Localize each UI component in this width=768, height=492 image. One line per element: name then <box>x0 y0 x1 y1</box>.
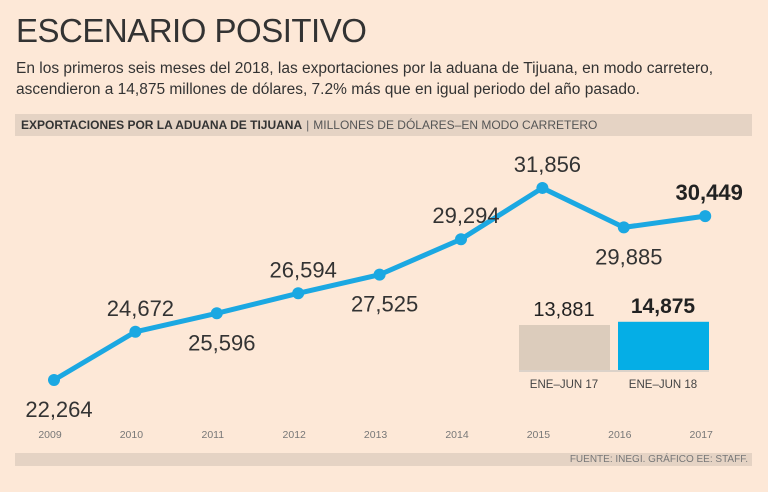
bar-value-label: 14,875 <box>631 295 696 318</box>
data-label: 30,449 <box>676 180 743 205</box>
data-point <box>210 307 223 320</box>
data-point <box>699 210 712 223</box>
x-tick-label: 2016 <box>608 429 632 441</box>
x-tick-label: 2017 <box>690 429 714 441</box>
chart-header: EXPORTACIONES POR LA ADUANA DE TIJUANA | M… <box>15 114 752 136</box>
bar <box>618 321 709 370</box>
data-label: 29,294 <box>432 203 499 228</box>
data-label: 26,594 <box>270 257 337 282</box>
subtitle: En los primeros seis meses del 2018, las… <box>16 60 714 98</box>
x-tick-label: 2014 <box>445 429 469 441</box>
data-label: 24,672 <box>107 296 174 321</box>
x-tick-label: 2015 <box>527 429 551 441</box>
data-point <box>48 373 60 386</box>
data-label: 25,596 <box>188 330 255 355</box>
chart-title: EXPORTACIONES POR LA ADUANA DE TIJUANA <box>21 118 303 132</box>
chart-units: MILLONES DE DÓLARES–EN MODO CARRETERO <box>313 118 598 132</box>
data-point <box>373 268 386 281</box>
x-tick-label: 2011 <box>202 429 225 441</box>
data-label: 31,856 <box>514 152 581 177</box>
x-tick-label: 2009 <box>38 429 62 441</box>
data-label: 22,264 <box>25 397 92 422</box>
data-point <box>536 181 549 194</box>
bar-value-label: 13,881 <box>533 299 594 321</box>
x-tick-label: 2013 <box>364 429 388 441</box>
x-tick-label: 2010 <box>120 429 144 441</box>
data-label: 27,525 <box>351 292 418 317</box>
bar-category-label: ENE–JUN 17 <box>530 379 598 391</box>
source-note: FUENTE: INEGI. GRÁFICO EE: STAFF. <box>15 453 752 466</box>
page-title: ESCENARIO POSITIVO <box>16 12 367 49</box>
data-point <box>292 287 305 300</box>
bar <box>519 325 610 370</box>
x-tick-label: 2012 <box>283 429 307 441</box>
bar-category-label: ENE–JUN 18 <box>629 379 697 391</box>
data-label: 29,885 <box>595 244 662 269</box>
data-point <box>617 221 630 234</box>
data-point <box>129 325 142 338</box>
data-point <box>455 233 467 246</box>
